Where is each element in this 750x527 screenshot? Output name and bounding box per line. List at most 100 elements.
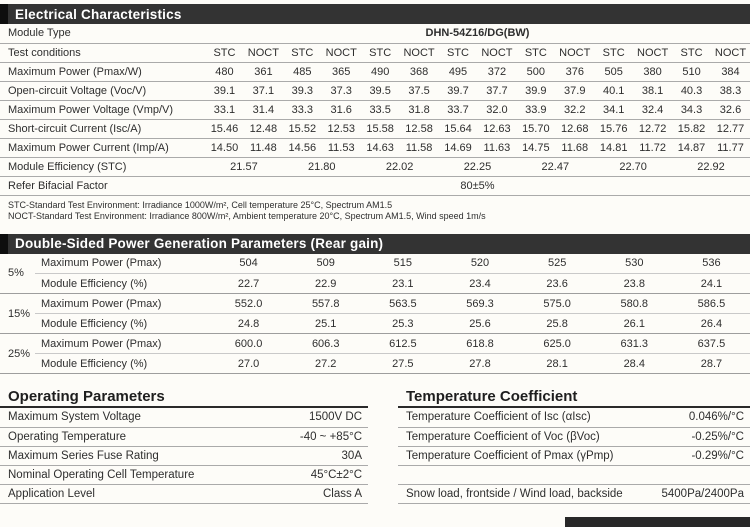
electrical-table: Module Type DHN-54Z16/DG(BW) Test conditio… — [0, 24, 750, 196]
spec-cell-value: 384 — [710, 62, 750, 82]
rear-cell-value: 26.4 — [672, 313, 750, 334]
spec-cell-value: 11.63 — [477, 138, 517, 158]
operating-row: Operating Temperature -40 ~ +85°C — [0, 427, 368, 447]
spec-cell-value: 14.50 — [205, 138, 244, 158]
operating-value: 1500V DC — [248, 408, 368, 428]
spec-cell-value: 32.2 — [555, 100, 595, 120]
module-type-row: Module Type DHN-54Z16/DG(BW) — [0, 24, 750, 44]
spec-cell-value: 12.48 — [243, 119, 283, 139]
efficiency-value: 21.57 — [205, 157, 283, 177]
spec-row-label: Maximum Power Voltage (Vmp/V) — [0, 100, 205, 120]
spec-cell-value: 11.58 — [399, 138, 439, 158]
rear-cell-value: 606.3 — [287, 333, 365, 354]
rear-row-label: Module Efficiency (%) — [35, 353, 210, 374]
spec-cell-value: 37.7 — [477, 81, 517, 101]
spec-cell-value: 33.3 — [282, 100, 322, 120]
spec-row: Maximum Power (Pmax/W) 480 361 485 365 490 368… — [0, 62, 750, 82]
rear-cell-value: 25.3 — [364, 313, 442, 334]
spec-cell-value: 12.68 — [555, 119, 595, 139]
temp-coefficient-label: Temperature Coefficient of Voc (βVoc) — [398, 427, 640, 447]
efficiency-row: Module Efficiency (STC) 21.57 21.80 22.02 22… — [0, 157, 750, 177]
empty-cell — [398, 465, 640, 485]
operating-value: 45°C±2°C — [248, 465, 368, 485]
rear-cell-value: 25.8 — [518, 313, 596, 334]
spec-cell-value: 39.1 — [205, 81, 244, 101]
module-type-value: DHN-54Z16/DG(BW) — [205, 24, 750, 44]
spec-cell-value: 39.5 — [360, 81, 400, 101]
spec-cell-value: 39.3 — [282, 81, 322, 101]
rear-cell-value: 612.5 — [364, 333, 442, 354]
spec-cell-value: 11.68 — [555, 138, 595, 158]
spec-cell-value: 11.77 — [710, 138, 750, 158]
rear-gain-row: 15% Maximum Power (Pmax) 552.0 557.8 563.5 56… — [0, 293, 750, 334]
rear-cell-value: 530 — [595, 253, 673, 274]
rear-cell-value: 28.7 — [672, 353, 750, 374]
spec-cell-value: 33.5 — [360, 100, 400, 120]
spec-cell-value: 510 — [672, 62, 711, 82]
operating-value: 30A — [248, 446, 368, 466]
rear-cell-value: 27.0 — [210, 353, 288, 374]
operating-parameters-section: Operating Parameters Maximum System Volt… — [0, 388, 368, 504]
operating-label: Operating Temperature — [0, 427, 248, 447]
header-accent-notch — [0, 233, 8, 254]
operating-row: Nominal Operating Cell Temperature 45°C±2… — [0, 465, 368, 485]
efficiency-value: 22.02 — [360, 157, 439, 177]
condition-header: STC — [360, 43, 400, 63]
condition-header: NOCT — [555, 43, 595, 63]
temp-coefficient-label: Temperature Coefficient of Isc (αIsc) — [398, 408, 640, 428]
rear-cell-value: 631.3 — [595, 333, 673, 354]
footnote-noct: NOCT-Standard Test Environment: Irradian… — [8, 211, 486, 221]
rear-gain-row: Module Efficiency (%) 24.8 25.1 25.3 25.6 25.… — [0, 313, 750, 334]
temp-coefficient-value: -0.25%/°C — [640, 427, 750, 447]
spec-cell-value: 34.1 — [594, 100, 634, 120]
rear-cell-value: 27.8 — [441, 353, 519, 374]
spec-cell-value: 31.8 — [399, 100, 439, 120]
rear-gain-row: Module Efficiency (%) 22.7 22.9 23.1 23.4 23.… — [0, 273, 750, 294]
spec-cell-value: 32.0 — [477, 100, 517, 120]
partial-next-section-header-bar — [565, 517, 750, 527]
temp-coefficient-row: Temperature Coefficient of Isc (αIsc) 0.0… — [398, 408, 750, 428]
spec-row-label: Short-circuit Current (Isc/A) — [0, 119, 205, 139]
rear-gain-section: Double-Sided Power Generation Parameters… — [0, 233, 750, 374]
rear-cell-value: 27.5 — [364, 353, 442, 374]
rear-cell-value: 27.2 — [287, 353, 365, 374]
rear-gain-row: 25% Maximum Power (Pmax) 600.0 606.3 612.5 61… — [0, 333, 750, 374]
spec-cell-value: 40.1 — [594, 81, 634, 101]
efficiency-value: 21.80 — [282, 157, 361, 177]
condition-header: STC — [438, 43, 478, 63]
temperature-coefficient-title: Temperature Coefficient — [398, 388, 750, 408]
condition-header: STC — [205, 43, 244, 63]
temp-coefficient-row: Temperature Coefficient of Voc (βVoc) -0.… — [398, 427, 750, 447]
spec-cell-value: 40.3 — [672, 81, 711, 101]
spec-cell-value: 31.4 — [243, 100, 283, 120]
rear-cell-value: 26.1 — [595, 313, 673, 334]
spec-cell-value: 480 — [205, 62, 244, 82]
spec-row-label: Maximum Power (Pmax/W) — [0, 62, 205, 82]
operating-parameters-title: Operating Parameters — [0, 388, 368, 408]
spec-cell-value: 37.3 — [321, 81, 361, 101]
rear-cell-value: 580.8 — [595, 293, 673, 314]
bifacial-factor-label: Refer Bifacial Factor — [0, 176, 205, 196]
operating-row: Maximum System Voltage 1500V DC — [0, 408, 368, 428]
rear-cell-value: 536 — [672, 253, 750, 274]
spec-cell-value: 15.58 — [360, 119, 400, 139]
spec-cell-value: 32.4 — [633, 100, 673, 120]
test-conditions-label: Test conditions — [0, 43, 205, 63]
rear-cell-value: 575.0 — [518, 293, 596, 314]
spec-cell-value: 12.77 — [710, 119, 750, 139]
spec-cell-value: 14.63 — [360, 138, 400, 158]
spec-cell-value: 12.72 — [633, 119, 673, 139]
spec-cell-value: 14.87 — [672, 138, 711, 158]
spec-cell-value: 32.6 — [710, 100, 750, 120]
rear-cell-value: 515 — [364, 253, 442, 274]
bifacial-factor-value: 80±5% — [205, 176, 750, 196]
gain-percent-label: 5% — [0, 253, 35, 294]
efficiency-value: 22.92 — [672, 157, 750, 177]
rear-cell-value: 520 — [441, 253, 519, 274]
condition-header: NOCT — [399, 43, 439, 63]
spec-cell-value: 368 — [399, 62, 439, 82]
spec-cell-value: 37.9 — [555, 81, 595, 101]
spec-cell-value: 376 — [555, 62, 595, 82]
spec-cell-value: 15.52 — [282, 119, 322, 139]
operating-row: Maximum Series Fuse Rating 30A — [0, 446, 368, 466]
